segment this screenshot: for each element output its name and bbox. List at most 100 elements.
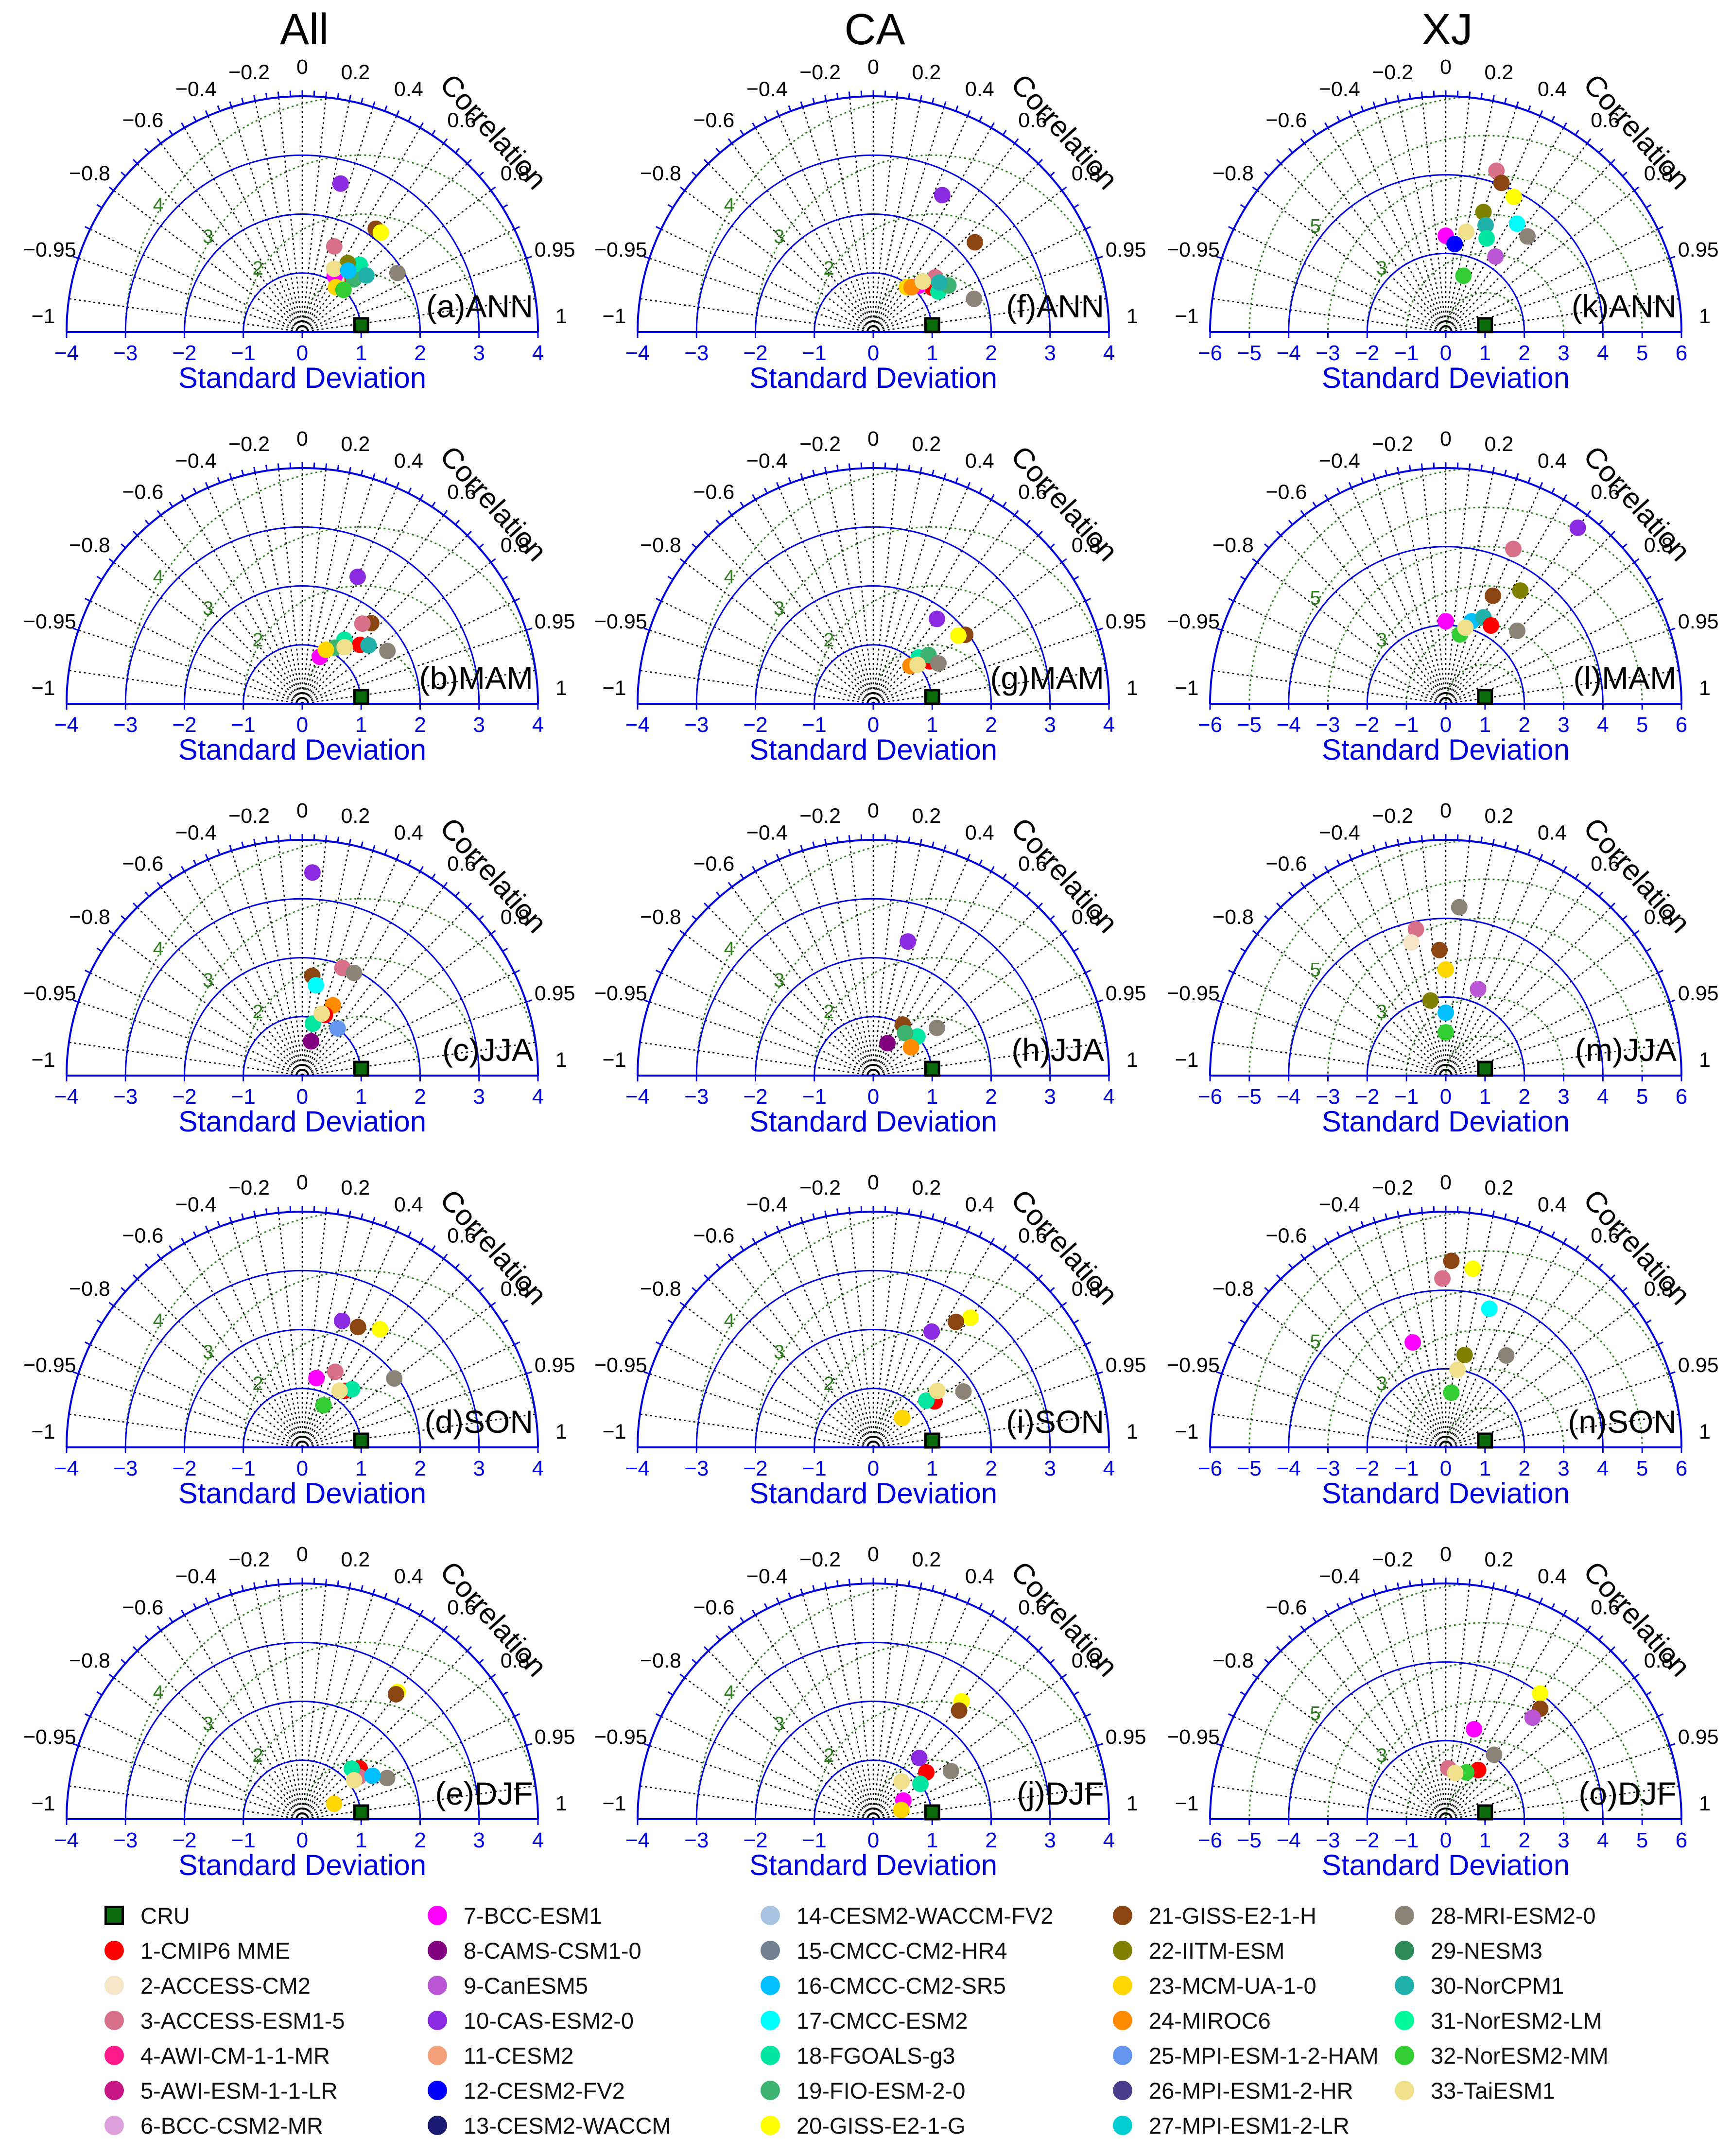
arc-tick: [990, 866, 995, 872]
legend-marker: [761, 1941, 780, 1960]
legend-label: 29-NESM3: [1431, 1937, 1542, 1964]
model-point-33: [1458, 224, 1475, 241]
correlation-tick-label: −1: [31, 677, 55, 700]
arc-tick: [526, 999, 532, 1003]
std-tick-label: 2: [985, 1828, 997, 1852]
correlation-ray: [1445, 1231, 1541, 1448]
correlation-ray: [1398, 472, 1447, 704]
std-tick-label: −3: [684, 341, 709, 365]
correlation-tick-label: 0.6: [1018, 480, 1047, 504]
legend-marker: [428, 1976, 447, 1995]
model-point-33: [1447, 1764, 1464, 1781]
rms-circle: [184, 1641, 538, 1819]
arc-tick: [764, 487, 768, 494]
std-axis-label: Standard Deviation: [1322, 362, 1570, 394]
arc-tick: [1049, 1287, 1055, 1292]
correlation-tick-label: 0.8: [501, 534, 530, 557]
rms-circle: [242, 585, 480, 704]
std-tick-label: 2: [1518, 1457, 1530, 1480]
correlation-tick-label: −0.4: [175, 1193, 217, 1217]
correlation-ray: [1445, 1584, 1470, 1820]
arc-tick: [108, 1302, 114, 1307]
arc-tick: [908, 836, 911, 843]
arc-tick: [990, 494, 995, 500]
arc-tick: [1288, 1635, 1293, 1641]
std-tick-label: 1: [926, 1457, 938, 1480]
correlation-tick-label: −0.6: [1265, 108, 1307, 132]
correlation-tick-label: 1: [1126, 1420, 1138, 1443]
arc-tick: [800, 1588, 803, 1595]
arc-tick: [217, 1220, 221, 1227]
panel-label: (f)ANN: [1006, 288, 1104, 324]
std-arc: [695, 1641, 1051, 1820]
model-point-18: [1478, 230, 1495, 247]
model-point-21: [1443, 1252, 1460, 1269]
correlation-tick-label: 0.8: [1644, 162, 1673, 185]
correlation-tick-label: 0: [1440, 799, 1452, 822]
legend-label: 2-ACCESS-CM2: [140, 1972, 311, 1999]
correlation-tick-label: 1: [555, 677, 567, 700]
correlation-tick-label: −0.8: [640, 534, 681, 557]
model-point-7: [1404, 1334, 1421, 1351]
legend-label: 33-TaiESM1: [1431, 2077, 1555, 2104]
arc-tick: [1014, 1625, 1019, 1631]
arc-tick: [1073, 947, 1079, 952]
arc-tick: [241, 841, 244, 848]
std-arc: [242, 1388, 362, 1448]
reference-point: [1477, 1061, 1493, 1077]
std-arc: [124, 898, 480, 1076]
arc-tick: [1622, 1659, 1628, 1664]
arc-tick: [348, 838, 351, 845]
correlation-ray: [1445, 1258, 1588, 1448]
correlation-ray: [1445, 1594, 1517, 1820]
model-point-10: [934, 187, 951, 204]
model-point-33: [326, 261, 343, 278]
arc-tick: [788, 105, 792, 112]
correlation-ray: [1445, 562, 1635, 704]
arc-tick: [1408, 1580, 1411, 1586]
arc-tick: [337, 1208, 340, 1215]
arc-tick: [156, 882, 162, 887]
arc-tick: [800, 473, 803, 479]
legend-label: 10-CAS-ESM2-0: [464, 2007, 634, 2034]
model-point-9: [1470, 981, 1487, 998]
legend-label: 17-CMCC-ESM2: [797, 2007, 968, 2034]
arc-tick: [1480, 93, 1483, 99]
correlation-tick-label: 0.2: [912, 1548, 941, 1571]
arc-tick: [1300, 882, 1305, 887]
arc-tick: [193, 116, 197, 122]
arc-tick: [1073, 575, 1079, 580]
std-tick-label: −4: [625, 1828, 650, 1852]
rms-circle: [184, 154, 538, 332]
correlation-tick-label: −0.6: [693, 480, 734, 504]
arc-tick: [896, 1579, 899, 1585]
std-tick-label: −3: [684, 713, 709, 737]
correlation-tick-label: 0.8: [501, 905, 530, 929]
std-tick-label: 0: [296, 1457, 308, 1480]
model-point-7: [1466, 1721, 1483, 1738]
model-point-18: [918, 1392, 935, 1409]
correlation-ray: [1445, 1216, 1494, 1448]
arc-tick: [1397, 95, 1400, 102]
std-axis-label: Standard Deviation: [178, 1477, 426, 1510]
arc-tick: [1563, 494, 1567, 500]
correlation-ray: [1374, 478, 1447, 704]
std-tick-label: −2: [172, 1828, 196, 1852]
std-tick-label: −1: [1394, 1828, 1419, 1852]
correlation-tick-label: −0.2: [799, 1548, 841, 1571]
legend-marker: [1113, 2116, 1132, 2135]
arc-tick: [1634, 1673, 1640, 1679]
arc-tick: [384, 105, 388, 112]
legend-marker: [761, 2116, 780, 2135]
std-arc: [184, 957, 421, 1076]
arc-tick: [1397, 1582, 1400, 1589]
legend-item: 15-CMCC-CM2-HR4: [761, 1933, 1007, 1968]
arc-tick: [1645, 947, 1652, 952]
arc-tick: [265, 836, 268, 843]
correlation-tick-label: −0.95: [23, 610, 76, 633]
panel-label: (e)DJF: [435, 1775, 533, 1811]
arc-tick: [1014, 138, 1019, 144]
